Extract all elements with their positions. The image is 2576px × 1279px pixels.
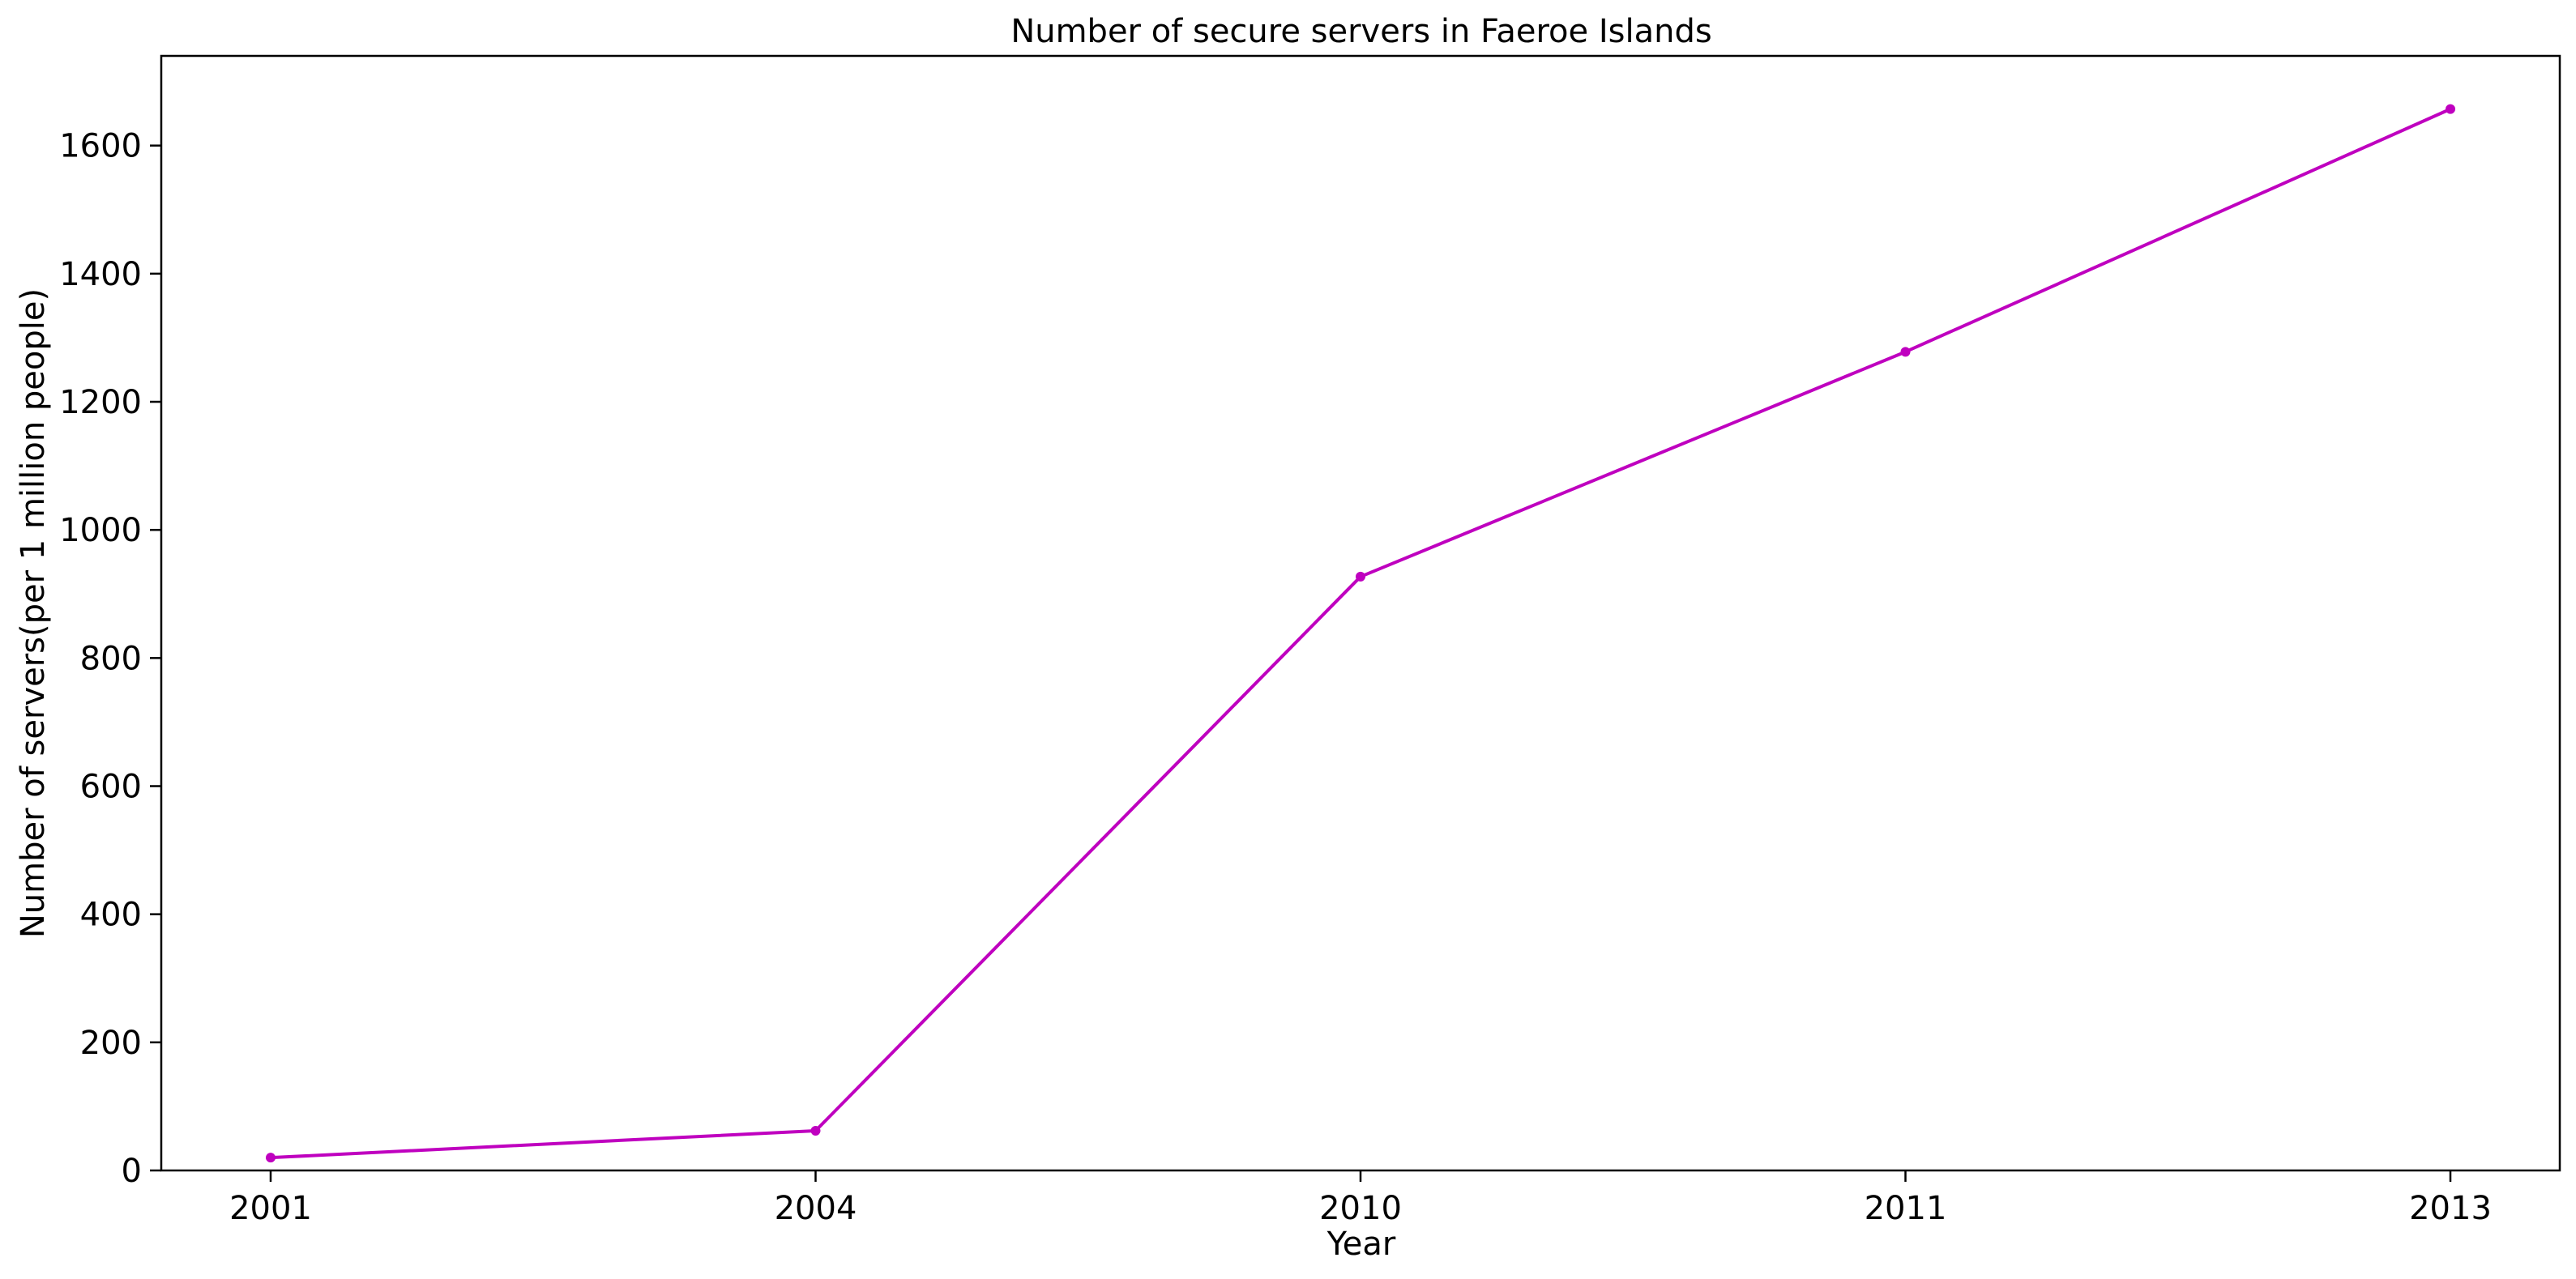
x-axis: 2001 2004 2010 2011 2013	[229, 1170, 2492, 1227]
x-tick-label: 2010	[1319, 1190, 1402, 1227]
data-point	[1356, 571, 1365, 582]
y-tick-label: 0	[122, 1153, 142, 1190]
chart-title: Number of secure servers in Faeroe Islan…	[1010, 13, 1711, 50]
x-tick-label: 2013	[2409, 1190, 2492, 1227]
y-tick-label: 1600	[59, 128, 142, 165]
y-axis: 0 200 400 600 800 1000 1200 1400 1600	[59, 128, 161, 1190]
y-tick-label: 600	[80, 769, 142, 806]
x-tick-label: 2011	[1865, 1190, 1947, 1227]
data-point	[266, 1153, 276, 1163]
x-tick-label: 2004	[775, 1190, 857, 1227]
y-tick-label: 200	[80, 1025, 142, 1062]
data-point	[810, 1125, 821, 1136]
y-tick-label: 800	[80, 640, 142, 677]
series-layer	[266, 104, 2455, 1163]
y-tick-label: 1200	[59, 384, 142, 421]
y-tick-label: 400	[80, 897, 142, 934]
x-axis-label: Year	[1326, 1226, 1396, 1263]
data-point	[1900, 347, 1911, 357]
x-tick-label: 2001	[229, 1190, 312, 1227]
y-axis-label: Number of servers(per 1 million people)	[15, 288, 52, 938]
y-tick-label: 1400	[59, 256, 142, 293]
y-tick-label: 1000	[59, 512, 142, 549]
data-point	[2446, 104, 2455, 114]
